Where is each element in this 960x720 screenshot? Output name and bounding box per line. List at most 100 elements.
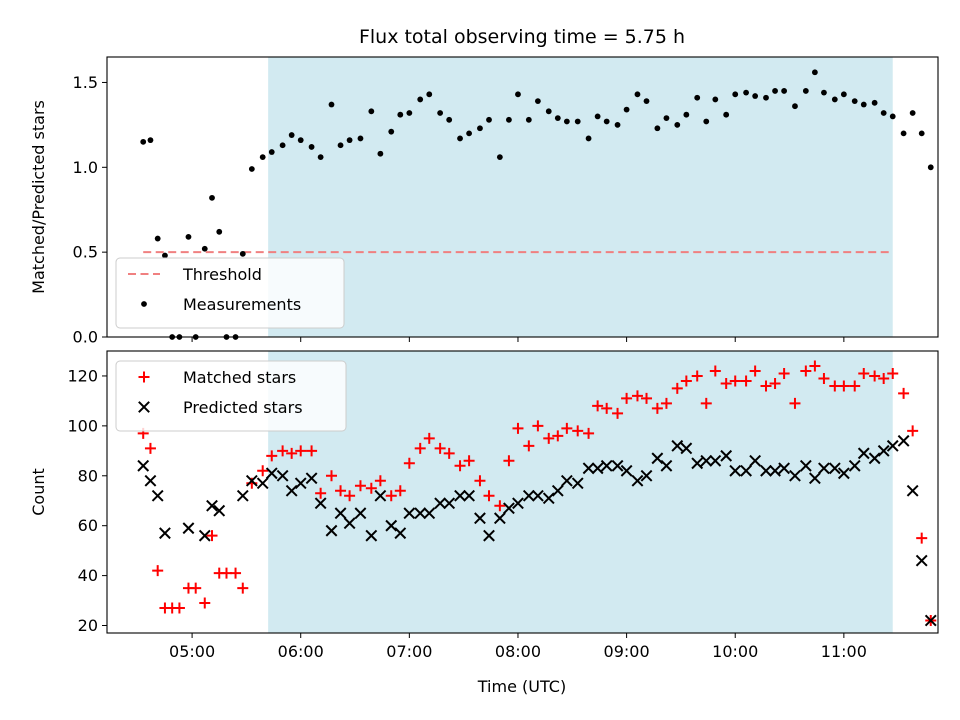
data-point	[623, 106, 630, 113]
data-point	[660, 459, 673, 472]
data-point	[799, 459, 812, 472]
data-point	[563, 118, 570, 125]
observing-window-span	[268, 351, 893, 633]
data-point	[729, 375, 741, 387]
y-tick-label: 100	[67, 416, 98, 435]
data-point	[365, 482, 377, 494]
data-point	[585, 135, 592, 142]
data-point	[651, 452, 664, 465]
data-point	[592, 400, 604, 412]
data-point	[654, 125, 661, 132]
data-point	[886, 439, 899, 452]
data-point	[831, 96, 838, 103]
data-point	[443, 447, 455, 459]
data-point	[305, 472, 318, 485]
x-axis-label: Time (UTC)	[477, 677, 566, 696]
bottom-panel: 20 40 60 80 100 120 05:00 06:00 07:00 08:00 09:00 1…	[29, 350, 939, 661]
data-point	[760, 464, 772, 477]
data-point	[140, 138, 147, 145]
data-point	[534, 98, 541, 105]
data-point	[849, 380, 861, 392]
legend-dot-swatch	[141, 301, 147, 307]
data-point	[344, 490, 356, 502]
data-point	[368, 108, 375, 115]
x-tick-label: 08:00	[495, 642, 541, 661]
data-point	[523, 440, 535, 452]
y-tick-label: 60	[78, 516, 98, 535]
data-point	[354, 507, 367, 520]
data-point	[560, 474, 573, 487]
data-point	[640, 469, 653, 482]
data-point	[294, 477, 307, 490]
data-point	[828, 462, 841, 475]
data-point	[838, 380, 850, 392]
data-point	[643, 98, 650, 105]
data-point	[641, 392, 653, 404]
data-point	[237, 582, 249, 594]
data-point	[230, 567, 242, 579]
data-point	[457, 135, 463, 142]
data-point	[760, 380, 772, 392]
data-point	[308, 144, 315, 150]
data-point	[600, 459, 613, 472]
data-point	[279, 142, 286, 149]
data-point	[531, 489, 544, 502]
data-point	[729, 464, 742, 477]
data-point	[503, 455, 515, 467]
data-point	[680, 442, 693, 455]
data-point	[213, 504, 226, 517]
data-point	[515, 91, 521, 98]
data-point	[506, 116, 512, 123]
data-point	[325, 524, 338, 537]
data-point	[209, 194, 215, 201]
data-point	[631, 474, 644, 487]
data-point	[821, 89, 827, 96]
data-point	[700, 397, 712, 409]
data-point	[915, 554, 928, 567]
data-point	[802, 88, 809, 94]
data-point	[297, 137, 304, 144]
observing-window-span	[268, 57, 893, 337]
axes-frame	[106, 350, 939, 634]
data-point	[286, 447, 298, 459]
data-point	[869, 370, 881, 382]
data-point	[720, 449, 733, 462]
data-point	[466, 130, 472, 137]
data-point	[503, 502, 515, 515]
data-point	[772, 88, 778, 94]
data-point	[137, 459, 150, 472]
data-point	[276, 469, 289, 482]
data-point	[173, 602, 185, 614]
data-point	[778, 462, 791, 475]
data-point	[552, 430, 564, 442]
data-point	[660, 397, 672, 409]
data-point	[463, 455, 475, 467]
data-point	[582, 462, 595, 475]
data-point	[868, 452, 881, 465]
data-point	[182, 522, 195, 535]
data-point	[354, 480, 366, 492]
data-point	[709, 365, 721, 377]
data-point	[483, 490, 495, 502]
data-point	[542, 492, 555, 505]
data-point	[474, 475, 486, 487]
data-point	[583, 427, 595, 439]
data-point	[811, 69, 818, 76]
data-point	[377, 150, 384, 157]
data-point	[916, 532, 928, 544]
data-point	[454, 489, 466, 502]
data-point	[201, 245, 208, 252]
y-tick-label: 40	[78, 566, 98, 585]
data-point	[924, 614, 937, 627]
y-axis-label: Count	[29, 468, 48, 516]
data-point	[680, 375, 692, 387]
data-point	[601, 402, 613, 414]
data-point	[631, 390, 643, 402]
data-point	[414, 507, 427, 520]
data-point	[185, 233, 192, 240]
data-point	[346, 137, 353, 144]
data-point	[723, 111, 730, 118]
data-point	[423, 507, 436, 520]
data-point	[800, 365, 812, 377]
